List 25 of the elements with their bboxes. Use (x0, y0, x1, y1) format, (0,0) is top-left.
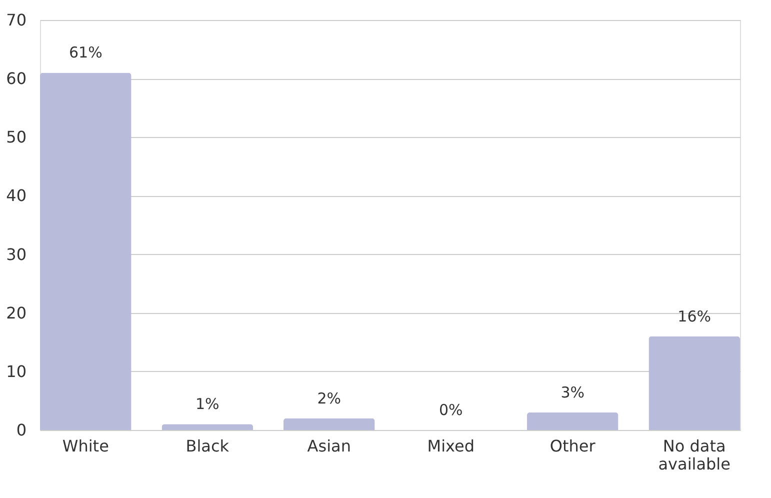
data-label: 61% (68, 44, 102, 62)
y-tick-label: 60 (6, 69, 26, 88)
x-tick-label: Other (550, 436, 596, 456)
x-tick-label: Asian (307, 436, 351, 456)
bar (526, 412, 618, 430)
data-label: 16% (678, 307, 712, 326)
y-tick-label: 50 (6, 128, 26, 147)
x-tick-label: No data available (658, 436, 730, 474)
bar (283, 418, 375, 430)
y-tick-label: 30 (6, 244, 26, 264)
x-tick-label: Mixed (427, 436, 474, 456)
y-tick-label: 40 (6, 186, 26, 206)
data-label: 1% (195, 395, 220, 414)
data-label: 2% (317, 389, 342, 408)
x-tick-label: White (62, 436, 109, 456)
y-tick-label: 20 (6, 303, 26, 322)
y-tick-label: 10 (6, 362, 26, 381)
bar (648, 336, 740, 430)
x-tick-label: Black (186, 436, 230, 456)
y-tick-label: 0 (16, 420, 26, 440)
bar (40, 72, 132, 430)
y-tick-label: 70 (6, 10, 26, 30)
bar (162, 424, 254, 430)
data-label: 3% (560, 383, 585, 402)
data-label: 0% (438, 401, 463, 419)
